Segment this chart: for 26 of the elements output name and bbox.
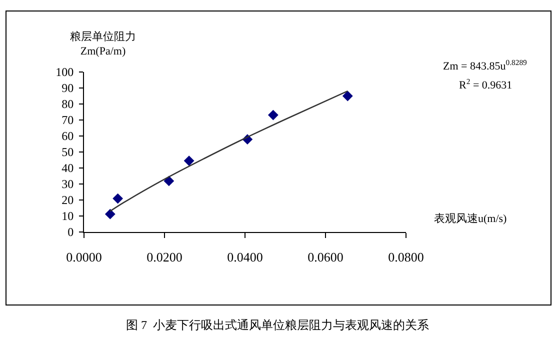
x-axis-title: 表观风速u(m/s) [434, 212, 508, 225]
x-tick-label: 0.0000 [66, 250, 102, 265]
x-tick-label: 0.0800 [388, 250, 424, 265]
text: Zm = 843.85u$^{0.8289}$ [443, 58, 528, 73]
y-axis-title: 粮层单位阻力 Zm(Pa/m) [70, 30, 136, 58]
point [268, 110, 278, 120]
point [342, 90, 353, 102]
y-tick-label: 30 [62, 177, 74, 192]
y-tick-label: 10 [62, 209, 74, 224]
point [184, 156, 194, 166]
x-tick-label: 0.0200 [146, 250, 182, 265]
y-tick-label: 90 [62, 81, 74, 96]
point [104, 208, 116, 220]
x-tick-label: 0.0600 [308, 250, 344, 265]
y-tick-label: 60 [62, 129, 74, 144]
y-tick-label: 0 [68, 225, 74, 240]
caption: 图 7 小麦下行吸出式通风单位粮层阻力与表观风速的关系 [126, 318, 429, 332]
point [112, 193, 124, 204]
y-tick-label: 70 [62, 113, 74, 128]
y-tick-label: 50 [62, 145, 74, 160]
y-tick-label: 80 [62, 97, 74, 112]
text: R$^{2}$ = 0.9631 [459, 77, 512, 92]
y-tick-label: 20 [62, 193, 74, 208]
y-tick-label: 100 [56, 65, 74, 80]
x-tick-label: 0.0400 [227, 250, 263, 265]
y-tick-label: 40 [62, 161, 74, 176]
